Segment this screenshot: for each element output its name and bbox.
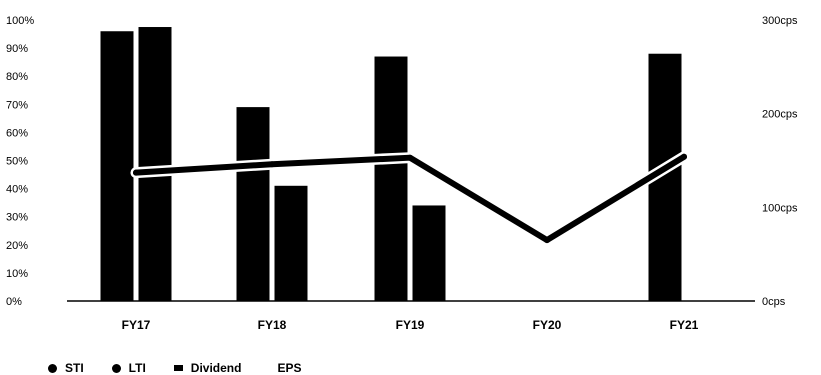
left-tick-label: 40% [6, 184, 28, 196]
left-tick-label: 70% [6, 99, 28, 111]
eps-point-fy18 [269, 161, 275, 168]
legend-label: EPS [277, 361, 302, 375]
category-label: FY20 [533, 318, 562, 332]
category-label: FY18 [258, 318, 287, 332]
bar-sti-fy18 [236, 107, 270, 301]
left-tick-label: 10% [6, 268, 28, 280]
legend: STI LTI Dividend EPS [48, 361, 329, 375]
left-tick-label: 80% [6, 71, 28, 83]
legend-label: LTI [128, 361, 146, 375]
left-tick-label: 100% [6, 15, 34, 27]
right-axis: 0cps 100cps 200cps 300cps [762, 15, 798, 308]
eps-point-fy17 [133, 169, 139, 176]
right-tick-label: 0cps [762, 296, 786, 308]
legend-label: Dividend [190, 361, 242, 375]
bar-lti-fy18 [274, 185, 308, 301]
left-tick-label: 60% [6, 127, 28, 139]
eps-point-fy20 [544, 237, 550, 244]
dot-icon [111, 363, 121, 373]
category-label: FY17 [122, 318, 151, 332]
x-axis: FY17 FY18 FY19 FY20 FY21 [122, 318, 699, 332]
legend-item-lti: LTI [111, 361, 146, 375]
legend-item-eps: EPS [269, 361, 301, 375]
bar-sti-fy17 [100, 31, 134, 302]
category-label: FY21 [670, 318, 699, 332]
legend-label: STI [65, 361, 84, 375]
bar-lti-fy19 [412, 205, 446, 301]
left-tick-label: 0% [6, 296, 22, 308]
category-label: FY19 [396, 318, 425, 332]
legend-item-sti: STI [48, 361, 84, 375]
left-tick-label: 20% [6, 240, 28, 252]
right-tick-label: 100cps [762, 202, 798, 214]
right-tick-label: 200cps [762, 109, 798, 121]
left-tick-label: 90% [6, 43, 28, 55]
bar-lti-fy17 [138, 27, 172, 302]
eps-point-fy19 [407, 154, 413, 161]
right-tick-label: 300cps [762, 15, 798, 27]
eps-point-fy21 [681, 153, 687, 160]
eps-line-path [133, 153, 687, 244]
left-axis: 0% 10% 20% 30% 40% 50% 60% 70% 80% 90% 100% [6, 15, 34, 308]
dot-icon [48, 363, 57, 373]
square-icon [173, 365, 183, 371]
left-tick-label: 50% [6, 156, 28, 168]
bars [100, 27, 682, 302]
left-tick-label: 30% [6, 212, 28, 224]
bar-sti-fy19 [374, 56, 408, 301]
eps-line [130, 151, 690, 246]
legend-item-dividend: Dividend [173, 361, 242, 375]
